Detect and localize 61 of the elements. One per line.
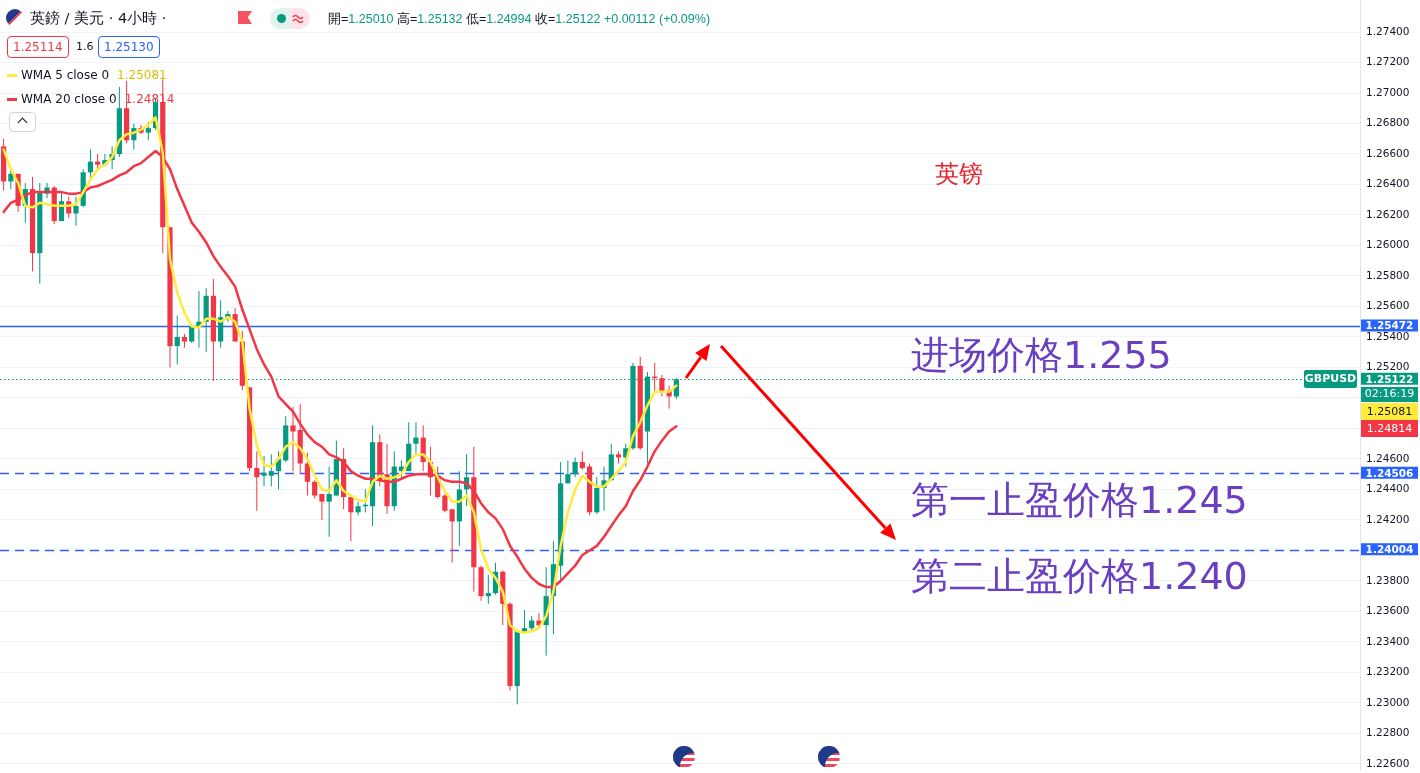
annotation: 英镑 <box>935 159 983 190</box>
text: 02:16:19 <box>1361 387 1418 403</box>
candlestick <box>659 374 665 397</box>
candlestick <box>355 501 361 516</box>
y-tick-label: 1.25400 <box>1366 329 1410 342</box>
annotation: 进场价格1.255 <box>911 332 1172 379</box>
y-tick-label: 1.23000 <box>1366 695 1410 708</box>
candlestick <box>145 121 151 141</box>
candlestick <box>485 574 491 605</box>
candlestick <box>579 450 585 471</box>
candlestick <box>73 196 79 227</box>
text: 英鎊 / 美元 · 4小時 · <box>30 9 167 28</box>
candlestick <box>326 466 332 538</box>
y-tick-label: 1.24200 <box>1366 512 1410 525</box>
annotation: 1.6 <box>76 39 94 55</box>
candlestick <box>254 450 260 512</box>
candlestick <box>261 455 267 487</box>
text: 1.25081 <box>1366 405 1413 419</box>
ref-line-label: 1.24506 <box>1365 466 1414 479</box>
y-tick-label: 1.24400 <box>1366 482 1410 495</box>
legend-label: WMA 5 close 0 <box>21 67 110 84</box>
annotation: 第二止盈价格1.240 <box>911 553 1248 600</box>
candlestick <box>290 406 296 472</box>
ref-line-label: 1.25472 <box>1365 319 1414 332</box>
annotation: 第一止盈价格1.245 <box>911 477 1248 524</box>
y-tick-label: 1.26400 <box>1366 177 1410 190</box>
candlestick <box>174 315 180 365</box>
ref-line-label: 1.25122 <box>1365 372 1414 385</box>
y-tick-label: 1.26200 <box>1366 207 1410 220</box>
text: 1.24814 <box>1366 422 1413 436</box>
candlestick <box>312 479 318 500</box>
y-tick-label: 1.25200 <box>1366 360 1410 373</box>
y-tick-label: 1.23400 <box>1366 634 1410 647</box>
y-tick-label: 1.23200 <box>1366 665 1410 678</box>
candlestick <box>304 452 311 497</box>
y-tick-label: 1.26600 <box>1366 146 1410 159</box>
y-tick-label: 1.25600 <box>1366 299 1410 312</box>
text: 開=1.25010 高=1.25132 低=1.24994 收=1.25122 +0.00112 (+0.09%) <box>328 12 711 26</box>
legend-label: WMA 20 close 0 <box>21 91 117 108</box>
y-tick-label: 1.22800 <box>1366 726 1410 739</box>
y-tick-label: 1.24600 <box>1366 451 1410 464</box>
annotation: 1.25114 <box>7 36 69 58</box>
annotation: 1.25130 <box>98 36 160 58</box>
candlestick <box>442 493 448 513</box>
candlestick <box>572 456 578 478</box>
y-tick-label: 1.26000 <box>1366 238 1410 251</box>
candlestick <box>449 508 455 564</box>
y-tick-label: 1.27000 <box>1366 85 1410 98</box>
y-tick-label: 1.23600 <box>1366 604 1410 617</box>
y-tick-label: 1.27400 <box>1366 24 1410 37</box>
candlestick <box>268 453 274 487</box>
annotation: GBPUSD <box>1304 370 1357 389</box>
ref-line-label: 1.24004 <box>1365 543 1414 556</box>
y-tick-label: 1.23800 <box>1366 573 1410 586</box>
candlestick <box>348 496 354 542</box>
y-tick-label: 1.25800 <box>1366 268 1410 281</box>
y-tick-label: 1.26800 <box>1366 116 1410 129</box>
candlestick <box>319 493 325 521</box>
y-tick-label: 1.27200 <box>1366 55 1410 68</box>
y-tick-label: 1.22600 <box>1366 756 1410 769</box>
annotation: 1.25081 <box>117 67 167 84</box>
